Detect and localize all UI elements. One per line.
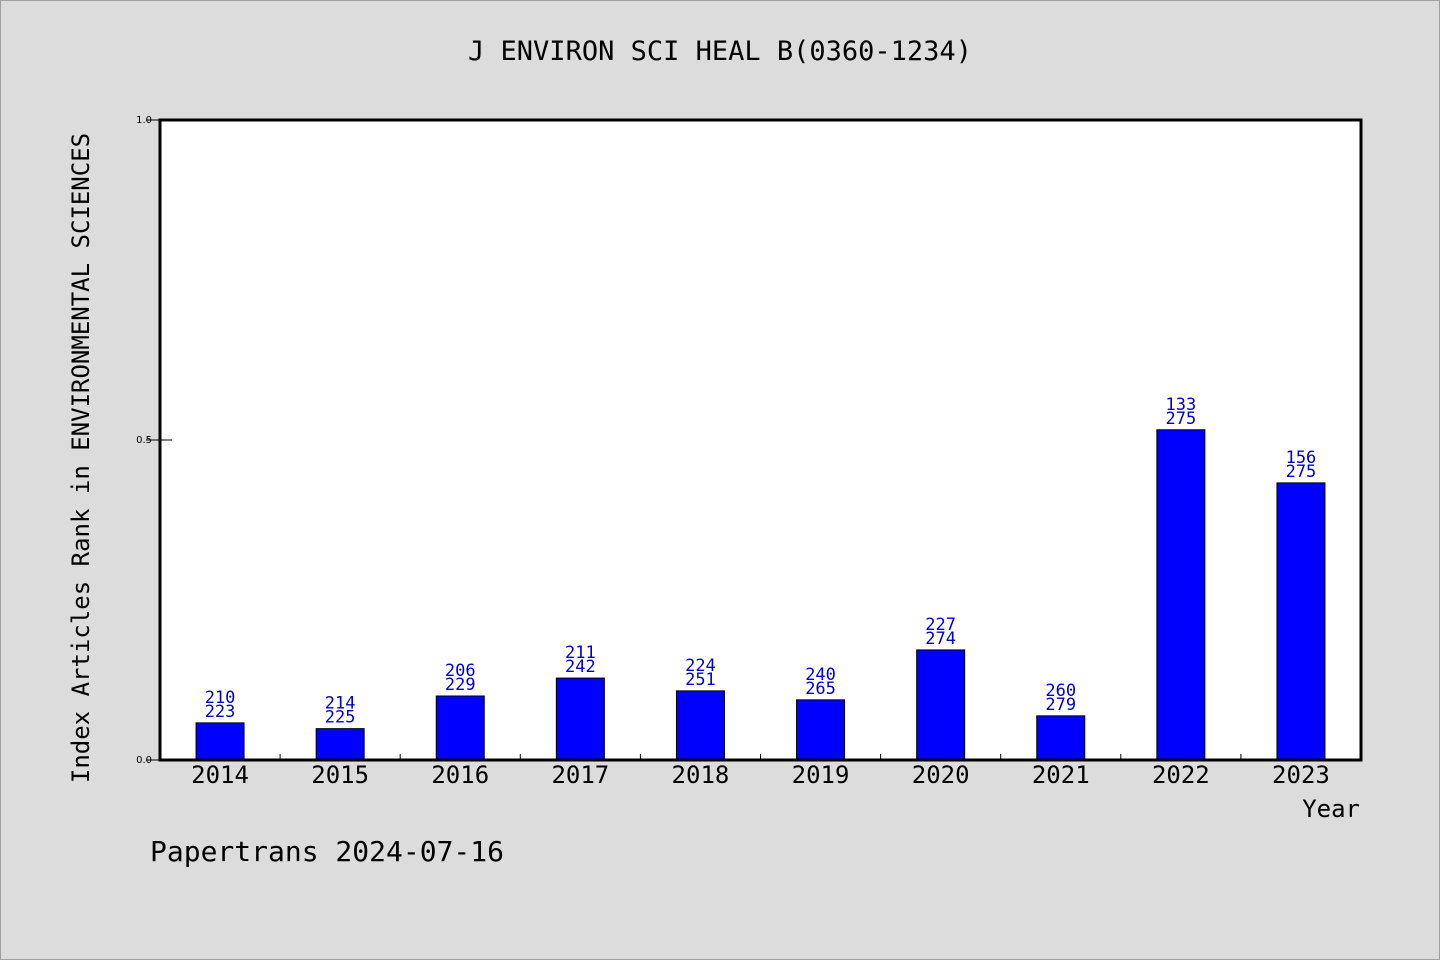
x-tick-label: 2015 — [311, 761, 369, 789]
chart-title: J ENVIRON SCI HEAL B(0360-1234) — [468, 36, 972, 67]
bar-rank-label: 211 — [565, 643, 596, 663]
x-axis-label: Year — [1302, 795, 1360, 823]
x-tick-label: 2022 — [1152, 761, 1210, 789]
bar — [916, 649, 966, 761]
footer-note: Papertrans 2024-07-16 — [150, 835, 505, 868]
bar — [435, 695, 485, 761]
bar — [1156, 429, 1206, 761]
bar — [555, 677, 605, 761]
bar — [195, 722, 245, 761]
bar-total-label: 225 — [325, 708, 356, 728]
bar-total-label: 275 — [1165, 409, 1196, 429]
y-tick-label: 1.0 — [136, 115, 152, 126]
x-tick-label: 2014 — [191, 761, 249, 789]
x-tick-label: 2023 — [1272, 761, 1330, 789]
bar-total-label: 251 — [685, 670, 716, 690]
bar — [1276, 482, 1326, 761]
bar-rank-label: 210 — [205, 688, 236, 708]
x-tick-label: 2021 — [1032, 761, 1090, 789]
plot-border — [158, 118, 1363, 762]
bar-total-label: 279 — [1045, 695, 1076, 715]
bar — [675, 690, 725, 761]
bar-total-label: 223 — [205, 702, 236, 722]
bar-rank-label: 227 — [925, 615, 956, 635]
bar-total-label: 274 — [925, 629, 956, 649]
x-tick-label: 2019 — [792, 761, 850, 789]
y-tick-label: 0.5 — [136, 435, 152, 446]
y-axis-label: Index Articles Rank in ENVIRONMENTAL SCI… — [67, 133, 95, 783]
bar-total-label: 229 — [445, 675, 476, 695]
bar-rank-label: 156 — [1286, 448, 1317, 468]
bar-rank-label: 214 — [325, 694, 356, 714]
bar-rank-label: 133 — [1165, 395, 1196, 415]
bar — [796, 699, 846, 761]
bar-total-label: 242 — [565, 657, 596, 677]
x-tick-label: 2016 — [431, 761, 489, 789]
x-tick-label: 2020 — [912, 761, 970, 789]
bar — [315, 728, 365, 761]
bar-rank-label: 260 — [1045, 681, 1076, 701]
x-tick-label: 2018 — [672, 761, 730, 789]
bar-rank-label: 240 — [805, 665, 836, 685]
y-tick-label: 0.0 — [136, 755, 152, 766]
x-tick-label: 2017 — [551, 761, 609, 789]
bar-rank-label: 206 — [445, 661, 476, 681]
bar-rank-label: 224 — [685, 656, 716, 676]
bar-total-label: 275 — [1286, 462, 1317, 482]
bar-total-label: 265 — [805, 679, 836, 699]
bar — [1036, 715, 1086, 761]
